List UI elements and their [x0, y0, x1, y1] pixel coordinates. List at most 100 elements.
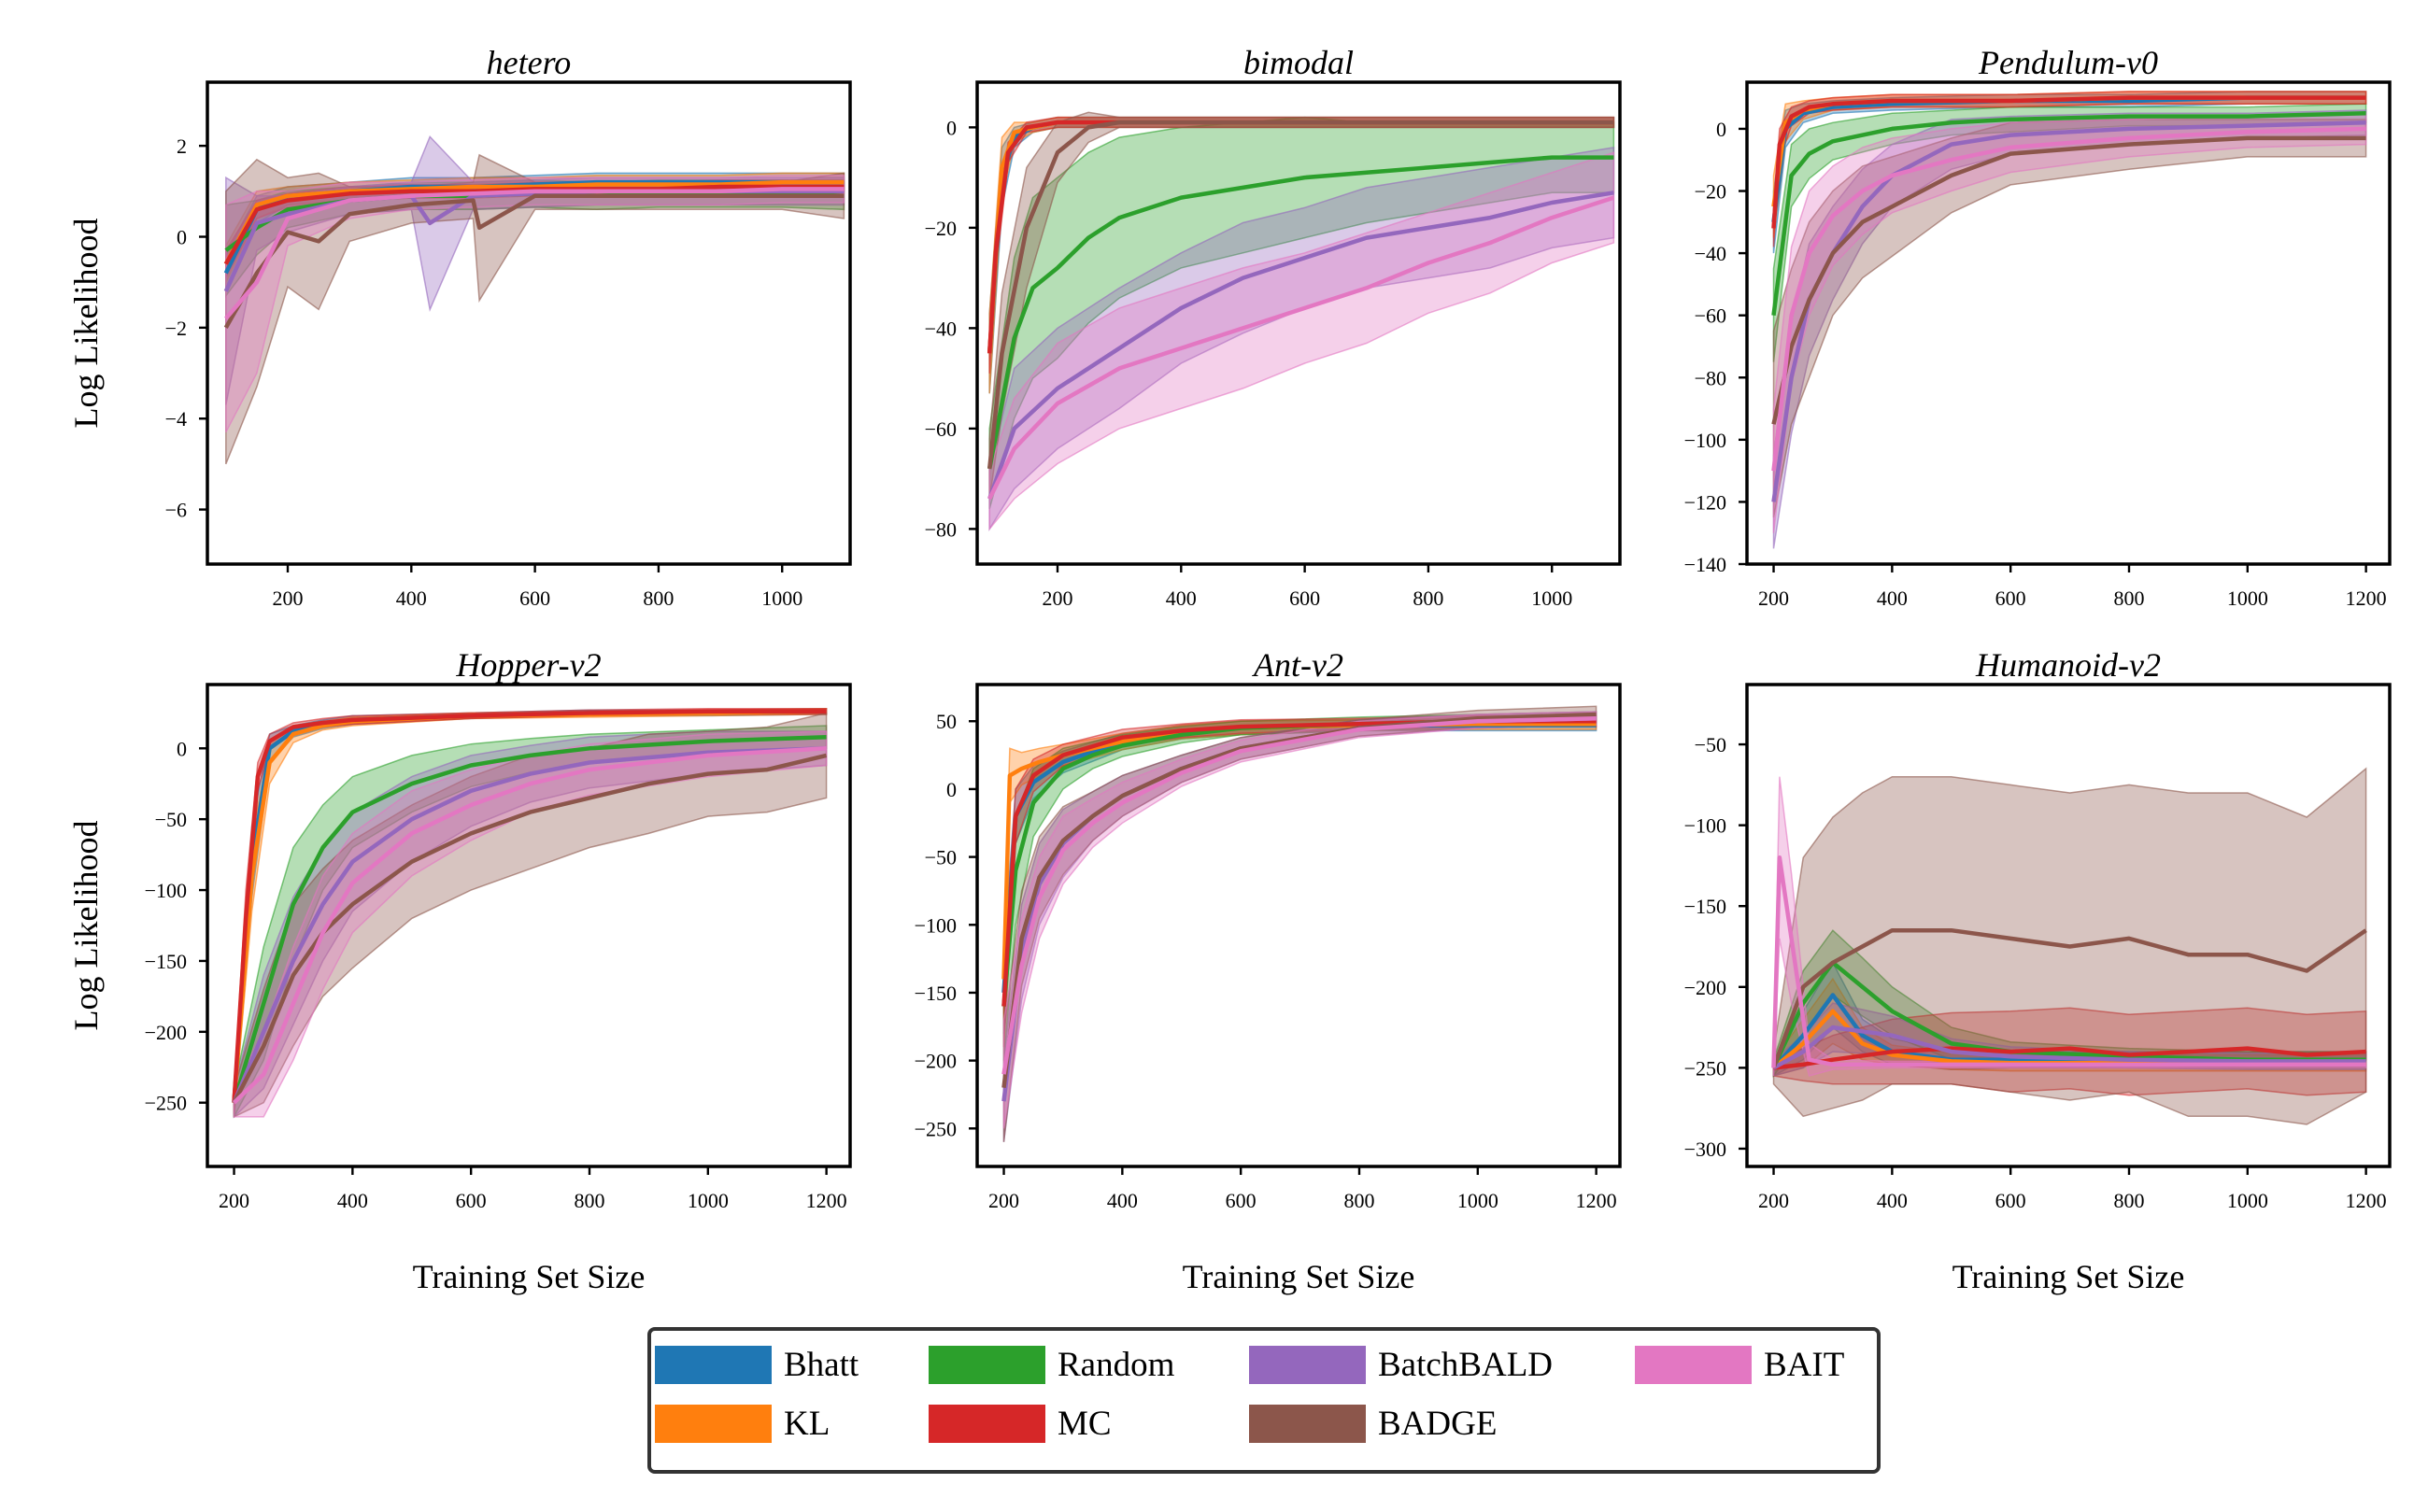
y-tick-label: −250 — [145, 1092, 187, 1115]
legend-item-batchbald: BatchBALD — [1249, 1345, 1553, 1385]
legend-item-random: Random — [929, 1345, 1174, 1385]
y-tick-label: −200 — [1684, 976, 1726, 999]
panel-title: Humanoid-v2 — [1975, 646, 2161, 684]
panel-title: Pendulum-v0 — [1978, 44, 2158, 81]
x-tick-label: 800 — [1413, 586, 1443, 610]
axes-frame — [206, 683, 852, 1168]
y-tick-label: −20 — [1695, 180, 1726, 204]
legend-item-bhatt: Bhatt — [655, 1345, 859, 1385]
legend-label-bait: BAIT — [1764, 1346, 1845, 1384]
y-tick-label: −100 — [915, 913, 957, 937]
y-tick-label: −40 — [1695, 242, 1726, 265]
plot-area — [223, 135, 845, 465]
x-tick-label: 600 — [1995, 1189, 2026, 1212]
line-bait — [232, 746, 827, 1105]
band-bait — [1002, 711, 1597, 1129]
line-bait — [1001, 716, 1597, 1075]
x-tick-label: 200 — [1758, 586, 1789, 610]
legend-swatch-kl — [655, 1405, 772, 1443]
legend-swatch-mc — [929, 1405, 1045, 1443]
y-tick-label: −80 — [925, 517, 957, 541]
y-tick-label: −140 — [1684, 553, 1726, 576]
y-tick-label: −2 — [165, 317, 187, 340]
x-tick-label: 600 — [456, 1189, 487, 1212]
legend-label-batchbald: BatchBALD — [1378, 1346, 1554, 1384]
band-bait — [988, 151, 1615, 531]
band-badge — [1002, 705, 1597, 1142]
x-tick-label: 200 — [1043, 586, 1073, 610]
x-tick-label: 800 — [574, 1189, 604, 1212]
legend-label-badge: BADGE — [1378, 1405, 1498, 1443]
panel-title: Ant-v2 — [1252, 646, 1343, 684]
legend-swatch-random — [929, 1346, 1045, 1384]
panel-title: hetero — [487, 44, 572, 81]
y-tick-label: −80 — [1695, 366, 1726, 389]
y-tick-label: −50 — [925, 846, 957, 869]
plot-area — [987, 111, 1615, 532]
line-mc — [1771, 95, 2366, 229]
x-tick-label: 400 — [1877, 586, 1908, 610]
axes-frame — [1745, 683, 2392, 1168]
line-random — [232, 734, 827, 1104]
y-axis-label: Log Likelihood — [67, 219, 105, 429]
legend-item-kl: KL — [655, 1404, 830, 1444]
legend-label-mc: MC — [1058, 1405, 1112, 1443]
x-tick-label: 1200 — [1576, 1189, 1617, 1212]
panel-humanoid-v2: 200 400 600 800 1000 1200 −50 −100 −150 −200 −250 −… — [1684, 646, 2392, 1295]
band-badge — [1772, 119, 2367, 518]
line-badge — [1771, 135, 2366, 425]
legend-swatch-bhatt — [655, 1346, 772, 1384]
panel-ant-v2: 200 400 600 800 1000 1200 50 0 −50 −100 −150 −200 −2… — [915, 646, 1622, 1295]
x-tick-label: 400 — [1877, 1189, 1908, 1212]
line-mc — [232, 709, 827, 1103]
band-bait — [233, 730, 828, 1118]
band-bait — [1772, 112, 2367, 533]
line-bait — [987, 195, 1615, 501]
x-axis-label: Training Set Size — [413, 1258, 646, 1295]
panel-pendulum-v0: 200 400 600 800 1000 1200 0 −20 −40 −60 −80 −100 −12… — [1684, 44, 2392, 610]
line-badge — [1771, 927, 2367, 1069]
line-bait — [1771, 126, 2366, 472]
plot-area — [1771, 91, 2367, 549]
x-tick-label: 800 — [2113, 586, 2144, 610]
x-tick-label: 1200 — [2346, 586, 2387, 610]
panel-hopper-v2: 200 400 600 800 1000 1200 0 −50 −100 −150 −200 −250… — [67, 646, 852, 1295]
legend-item-badge: BADGE — [1249, 1404, 1497, 1444]
x-tick-label: 1200 — [2346, 1189, 2387, 1212]
y-tick-label: −60 — [925, 417, 957, 441]
x-tick-label: 1200 — [806, 1189, 847, 1212]
x-tick-label: 400 — [1166, 586, 1197, 610]
axes-frame — [1745, 80, 2392, 566]
x-tick-label: 600 — [1995, 586, 2026, 610]
legend-swatch-badge — [1249, 1405, 1366, 1443]
line-badge — [1001, 712, 1597, 1088]
y-tick-label: −250 — [915, 1117, 957, 1140]
y-tick-label: −100 — [145, 879, 187, 902]
line-random — [1771, 111, 2366, 316]
x-tick-label: 200 — [988, 1189, 1019, 1212]
y-tick-label: −100 — [1684, 814, 1726, 838]
line-mc — [223, 184, 845, 265]
axes-frame — [975, 80, 1622, 566]
x-axis-label: Training Set Size — [1183, 1258, 1415, 1295]
plot-area — [1771, 767, 2367, 1125]
line-kl — [223, 179, 845, 265]
line-batchbald — [1772, 1024, 2366, 1070]
x-tick-label: 1000 — [1457, 1189, 1498, 1212]
x-tick-label: 800 — [1343, 1189, 1374, 1212]
plot-area — [1001, 705, 1597, 1142]
y-tick-label: 0 — [946, 116, 957, 139]
plot-area — [232, 708, 828, 1119]
line-badge — [232, 753, 828, 1104]
line-random — [1771, 960, 2366, 1069]
x-tick-label: 600 — [1226, 1189, 1257, 1212]
band-batchbald — [1002, 711, 1597, 1142]
y-tick-label: −60 — [1695, 304, 1726, 328]
x-axis-label: Training Set Size — [1952, 1258, 2185, 1295]
y-tick-label: −150 — [915, 982, 957, 1005]
line-batchbald — [987, 191, 1614, 500]
panel-bimodal: 200 400 600 800 1000 0 −20 −40 −60 −80 bimodal — [925, 44, 1622, 610]
line-mc — [1773, 1046, 2366, 1070]
y-axis-label: Log Likelihood — [67, 821, 105, 1031]
